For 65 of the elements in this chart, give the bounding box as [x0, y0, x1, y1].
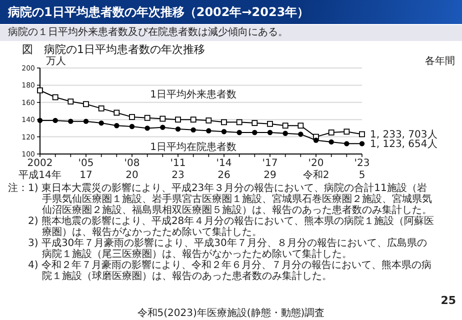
- point: [267, 130, 273, 136]
- text: 25: [440, 294, 456, 307]
- text: 令和5(2023)年医療施設(静態・動態)調査: [136, 306, 326, 320]
- point: [37, 87, 43, 94]
- x-tick-label: '14 26: [216, 158, 232, 181]
- point: [52, 118, 58, 124]
- point: [236, 130, 242, 136]
- text: 図 病院の1日平均患者数の年次推移: [22, 42, 205, 56]
- point: [68, 98, 74, 104]
- series-label: 1日平均外来患者数: [150, 88, 237, 101]
- y-axis-title: 万人: [46, 56, 66, 67]
- x-tick-label: '17 29: [262, 158, 278, 181]
- series-label: 1日平均在院患者数: [150, 140, 237, 153]
- point: [221, 119, 227, 126]
- x-tick-label: '08 20: [124, 158, 140, 181]
- point: [359, 141, 365, 146]
- point: [221, 129, 227, 134]
- point: [328, 130, 334, 136]
- x-tick-label: '05 17: [78, 158, 94, 181]
- point: [129, 124, 135, 130]
- point: [114, 110, 120, 116]
- point: [144, 126, 150, 131]
- point: [206, 118, 212, 124]
- point: [83, 101, 89, 108]
- x-tick-label: '23 5: [354, 158, 370, 181]
- text: 4) 令和２年７月豪雨の影響により、令和２年６月分、７月分の報告において、熊本県の病院１施設（球磨医療圏）は、報告のあった患者数のみ集計した。: [27, 260, 432, 282]
- point: [282, 130, 288, 136]
- point: [359, 131, 365, 138]
- point: [190, 116, 196, 123]
- point: [68, 118, 74, 124]
- subtitle: 病院の１日平均外来患者数及び在院患者数は減少傾向にある。: [0, 25, 462, 41]
- x-tick-label: '20 令和2: [302, 158, 330, 181]
- point: [98, 120, 104, 126]
- point: [282, 122, 288, 129]
- point: [344, 141, 350, 146]
- point: [298, 132, 304, 137]
- point: [114, 123, 120, 128]
- point: [98, 105, 104, 112]
- point: [83, 118, 89, 124]
- x-tick-label: '11 23: [170, 158, 186, 181]
- point: [206, 128, 212, 134]
- point: [144, 114, 150, 121]
- point: [344, 128, 350, 135]
- point: [252, 120, 258, 126]
- text: 3) 平成30年７月豪雨の影響により、平成30年７月分、８月分の報告において、広島県の病院１施設（尾三医療圏）は、報告がなかったため除いて集計した。: [27, 238, 427, 260]
- annotation: 1, 233, 703人: [370, 130, 438, 141]
- point: [160, 124, 166, 130]
- point: [190, 127, 196, 133]
- x-tick-label: 2002 平成14年: [18, 158, 62, 181]
- point: [175, 116, 181, 123]
- text: 2) 熊本地震の影響により、平成28年４月分の報告において、熊本県の病院１施設（阿蘇医療圏）は、報告がなかったため除いて集計した。: [27, 216, 436, 238]
- text: 注：1) 東日本大震災の影響により、平成23年３月分の報告において、病院の合計11施設（岩手県気仙医療圏１施設、岩手県宮古医療圏１施設、宮城県石巻医療圏２施設、宮城県気仙沼医療圏２施設、福島県相双医療圏５施設）は、報告のあった患者数のみ集計した。: [8, 183, 433, 216]
- point: [175, 126, 181, 132]
- point: [52, 94, 58, 100]
- point: [160, 116, 166, 122]
- annotation: 1, 123, 654人: [370, 139, 438, 150]
- point: [267, 120, 273, 127]
- point: [252, 130, 258, 136]
- point: [129, 114, 135, 120]
- text: 各年間: [425, 55, 455, 67]
- title: 病院の1日平均患者数の年次推移（2002年→2023年）: [0, 0, 462, 24]
- point: [328, 139, 334, 145]
- point: [236, 119, 242, 126]
- point: [298, 122, 304, 129]
- point: [313, 138, 319, 143]
